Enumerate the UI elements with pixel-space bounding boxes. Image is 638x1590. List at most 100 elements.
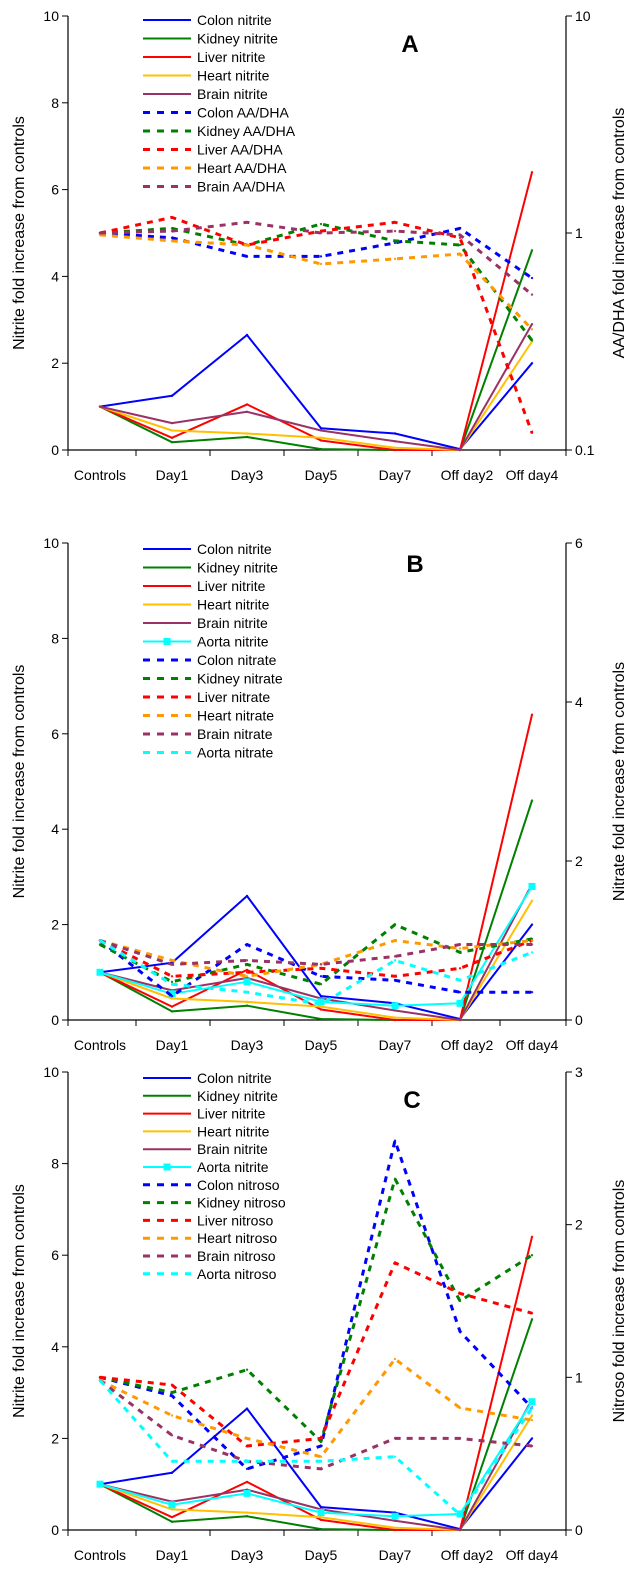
legend-label: Aorta nitrite xyxy=(197,1159,269,1175)
left-y-axis-label: Nitrite fold increase from controls xyxy=(11,1184,28,1418)
series-liver-nitroso xyxy=(98,1261,534,1448)
data-point xyxy=(245,1460,249,1463)
data-point xyxy=(245,432,249,435)
data-point xyxy=(530,990,534,994)
data-point xyxy=(170,959,174,962)
data-point xyxy=(319,1440,323,1443)
legend-label: Brain nitrite xyxy=(197,86,268,102)
data-point xyxy=(170,429,174,432)
chart-panel-b: 0 2 4 6 8 10 0 2 4 6 Controls Day1 Day3 Day5 Day7 Off d… xyxy=(11,535,628,1053)
data-point xyxy=(393,440,397,443)
x-tick-label: Day5 xyxy=(305,1037,338,1053)
x-tick-label: Controls xyxy=(74,467,126,483)
data-point xyxy=(393,1016,397,1019)
series-line xyxy=(99,939,532,966)
legend-label: Heart nitroso xyxy=(197,1230,277,1246)
data-point xyxy=(530,1318,534,1321)
data-point xyxy=(245,990,249,994)
legend-label: Colon nitrite xyxy=(197,541,272,557)
x-tick-label: Off day2 xyxy=(441,1547,494,1563)
data-point xyxy=(98,1376,102,1379)
left-y-tick-label: 8 xyxy=(51,630,59,646)
data-point xyxy=(393,955,397,958)
data-point xyxy=(319,1437,323,1440)
series-heart-nitroso xyxy=(98,1357,534,1459)
data-point xyxy=(393,1139,397,1142)
left-y-tick-label: 10 xyxy=(43,535,59,551)
data-point xyxy=(458,448,462,452)
legend-label: Kidney AA/DHA xyxy=(197,123,296,139)
data-point xyxy=(98,943,102,946)
data-point xyxy=(319,1444,323,1448)
data-point xyxy=(170,1391,174,1394)
data-point xyxy=(170,1010,174,1013)
data-point xyxy=(319,222,323,226)
data-point xyxy=(393,257,397,261)
series-brain-aa-dha xyxy=(98,220,534,296)
data-point xyxy=(391,1002,399,1010)
legend-label: Colon nitrite xyxy=(197,1070,272,1086)
x-tick-label: Off day2 xyxy=(441,467,494,483)
data-point xyxy=(458,1513,462,1516)
x-tick-label: Off day2 xyxy=(441,1037,494,1053)
left-y-axis-label: Nitrite fold increase from controls xyxy=(11,665,28,899)
left-y-tick-label: 0 xyxy=(51,442,59,458)
data-point xyxy=(170,1508,174,1511)
x-tick-label: Off day4 xyxy=(506,1037,559,1053)
data-point xyxy=(393,939,397,942)
legend-label: Brain nitrite xyxy=(197,615,268,631)
legend: Colon nitrite Kidney nitrite Liver nitrite… xyxy=(143,12,296,195)
x-tick-label: Controls xyxy=(74,1547,126,1563)
data-point xyxy=(245,1467,249,1471)
left-y-tick-label: 4 xyxy=(51,268,59,284)
data-point xyxy=(168,990,176,998)
series-aorta-nitrite xyxy=(96,882,536,1010)
x-tick-label: Off day4 xyxy=(506,1547,559,1563)
left-y-tick-label: 8 xyxy=(51,95,59,111)
data-point xyxy=(530,1437,534,1440)
data-point xyxy=(245,1444,249,1448)
legend-label: Brain nitroso xyxy=(197,1248,276,1264)
data-point xyxy=(393,446,397,450)
legend-label: Kidney nitrite xyxy=(197,1088,278,1104)
data-point xyxy=(393,979,397,982)
right-y-axis-label: AA/DHA fold increase from controls xyxy=(611,108,628,359)
data-point xyxy=(170,994,174,998)
data-point xyxy=(319,1527,323,1531)
data-point xyxy=(458,943,462,946)
data-point xyxy=(319,262,323,266)
x-tick-label: Day7 xyxy=(379,467,412,483)
x-tick-label: Day3 xyxy=(231,1547,264,1563)
data-point xyxy=(530,713,534,716)
right-y-tick-label: 0 xyxy=(575,1522,583,1538)
data-point xyxy=(170,1520,174,1523)
series-line xyxy=(98,1379,534,1517)
series-line xyxy=(99,171,533,451)
right-y-tick-label: 1 xyxy=(575,1369,583,1385)
data-point xyxy=(393,923,397,926)
data-point xyxy=(528,1398,536,1406)
x-tick-label: Day5 xyxy=(305,467,338,483)
data-point xyxy=(319,1467,323,1471)
series-line xyxy=(99,215,534,434)
data-point xyxy=(530,249,534,252)
data-point xyxy=(319,1515,323,1519)
data-point xyxy=(530,939,534,942)
data-point xyxy=(456,999,464,1007)
series-kidney-nitrate xyxy=(98,923,534,986)
data-point xyxy=(317,1509,325,1517)
legend-label: Liver AA/DHA xyxy=(197,142,283,158)
series-colon-nitrite xyxy=(98,333,534,451)
left-y-axis-label: Nitrite fold increase from controls xyxy=(11,116,28,350)
data-point xyxy=(458,951,462,954)
data-point xyxy=(393,229,397,233)
left-y-tick-label: 10 xyxy=(43,8,59,24)
data-point xyxy=(393,239,397,243)
legend-label: Heart nitrite xyxy=(197,597,270,613)
left-y-tick-label: 2 xyxy=(51,917,59,933)
data-point xyxy=(530,1406,534,1410)
panel-letter: A xyxy=(401,31,418,58)
data-point xyxy=(319,429,323,432)
data-point xyxy=(530,1414,534,1417)
